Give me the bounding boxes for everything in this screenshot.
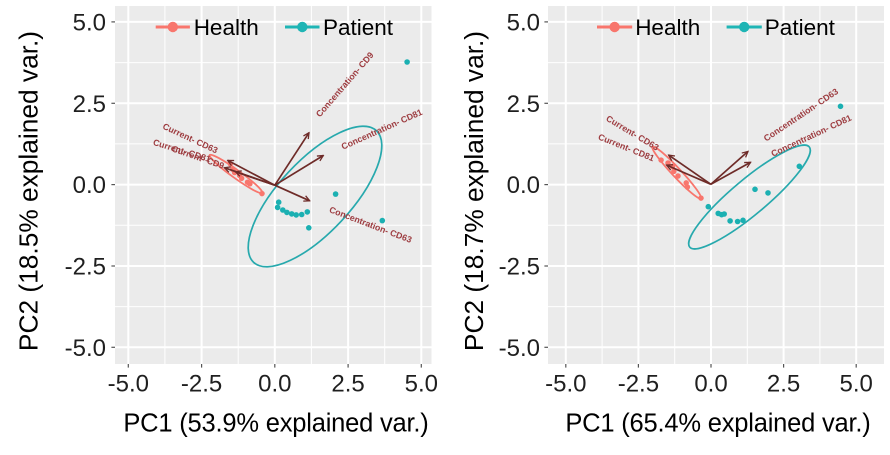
svg-text:PC1 (65.4% explained var.): PC1 (65.4% explained var.) [565,410,870,438]
svg-text:-5.0: -5.0 [499,335,540,362]
svg-text:5.0: 5.0 [73,10,106,37]
svg-text:PC2 (18.5% explained var.): PC2 (18.5% explained var.) [14,31,44,351]
svg-text:Health: Health [635,15,700,40]
svg-text:-5.0: -5.0 [545,371,586,398]
svg-text:2.5: 2.5 [767,371,800,398]
svg-text:0.0: 0.0 [258,371,291,398]
svg-text:PC1 (53.9% explained var.): PC1 (53.9% explained var.) [123,410,428,438]
svg-text:Patient: Patient [765,15,836,40]
svg-text:0.0: 0.0 [73,172,106,199]
svg-text:Patient: Patient [323,15,394,40]
svg-text:-2.5: -2.5 [618,371,659,398]
svg-text:-2.5: -2.5 [181,371,222,398]
svg-text:PC2 (18.7% explained var.): PC2 (18.7% explained var.) [459,31,489,351]
svg-text:5.0: 5.0 [840,371,873,398]
svg-text:-2.5: -2.5 [65,254,106,281]
svg-text:2.5: 2.5 [73,91,106,118]
svg-text:-5.0: -5.0 [108,371,149,398]
svg-text:-2.5: -2.5 [499,254,540,281]
svg-text:5.0: 5.0 [507,10,540,37]
svg-text:-5.0: -5.0 [65,335,106,362]
svg-text:2.5: 2.5 [331,371,364,398]
svg-text:0.0: 0.0 [507,172,540,199]
svg-text:Health: Health [194,15,259,40]
svg-text:5.0: 5.0 [405,371,438,398]
svg-text:2.5: 2.5 [507,91,540,118]
svg-text:0.0: 0.0 [694,371,727,398]
